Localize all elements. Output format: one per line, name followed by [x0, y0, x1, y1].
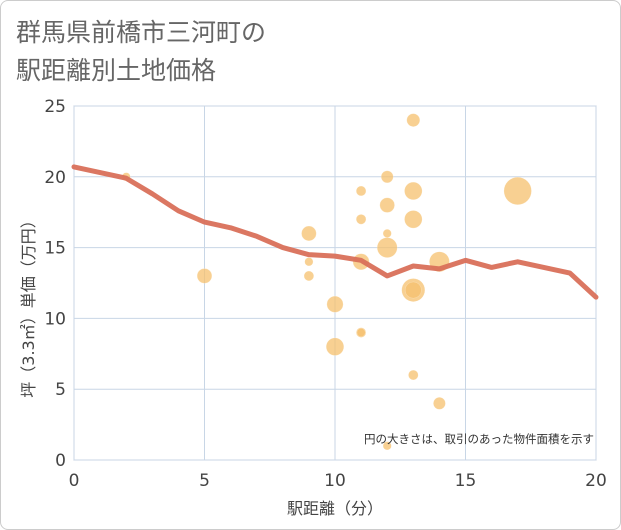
- data-bubble: [355, 214, 367, 225]
- data-bubble: [303, 270, 315, 282]
- y-tick-label: 15: [44, 239, 66, 259]
- y-axis-title: 坪（3.3㎡）単価（万円）: [19, 212, 38, 397]
- data-bubble: [356, 328, 366, 338]
- data-bubble: [433, 397, 446, 410]
- data-bubble: [380, 170, 394, 184]
- data-bubble: [404, 181, 423, 201]
- x-tick-label: 15: [455, 471, 477, 491]
- data-bubble: [408, 369, 419, 381]
- data-bubble: [301, 225, 317, 242]
- data-bubble: [196, 268, 213, 284]
- data-bubble: [503, 176, 532, 206]
- y-tick-label: 0: [55, 451, 66, 471]
- bubble-size-note: 円の大きさは、取引のあった物件面積を示す: [364, 432, 594, 446]
- y-tick-label: 10: [44, 309, 66, 329]
- data-bubble: [355, 185, 367, 197]
- y-tick-label: 5: [55, 380, 66, 400]
- data-bubble: [304, 257, 314, 267]
- data-bubble: [404, 210, 423, 229]
- chart-title: 群馬県前橋市三河町の 駅距離別土地価格: [16, 14, 266, 90]
- data-bubble: [406, 113, 421, 127]
- x-axis-ticks: 0 5 10 15 20: [69, 471, 607, 491]
- trend-line: [71, 164, 599, 300]
- x-tick-label: 0: [69, 471, 80, 491]
- y-tick-label: 20: [44, 168, 66, 188]
- bubble-series: [121, 113, 532, 451]
- data-bubble: [326, 295, 344, 313]
- data-bubble: [376, 237, 398, 258]
- data-bubble: [404, 281, 422, 299]
- data-bubble: [325, 337, 345, 356]
- data-bubble: [379, 197, 395, 213]
- grid-lines: [73, 105, 597, 461]
- chart-title-line-2: 駅距離別土地価格: [16, 56, 217, 85]
- data-bubble: [382, 441, 392, 451]
- y-axis-ticks: 0 5 10 15 20 25: [44, 97, 66, 471]
- data-bubble: [382, 228, 392, 238]
- x-axis-title: 駅距離（分）: [287, 499, 383, 518]
- chart-title-line-1: 群馬県前橋市三河町の: [16, 18, 267, 47]
- x-tick-label: 10: [324, 471, 346, 491]
- y-tick-label: 25: [44, 97, 66, 117]
- trend-series: [71, 164, 599, 300]
- x-tick-label: 20: [585, 471, 607, 491]
- x-tick-label: 5: [199, 471, 210, 491]
